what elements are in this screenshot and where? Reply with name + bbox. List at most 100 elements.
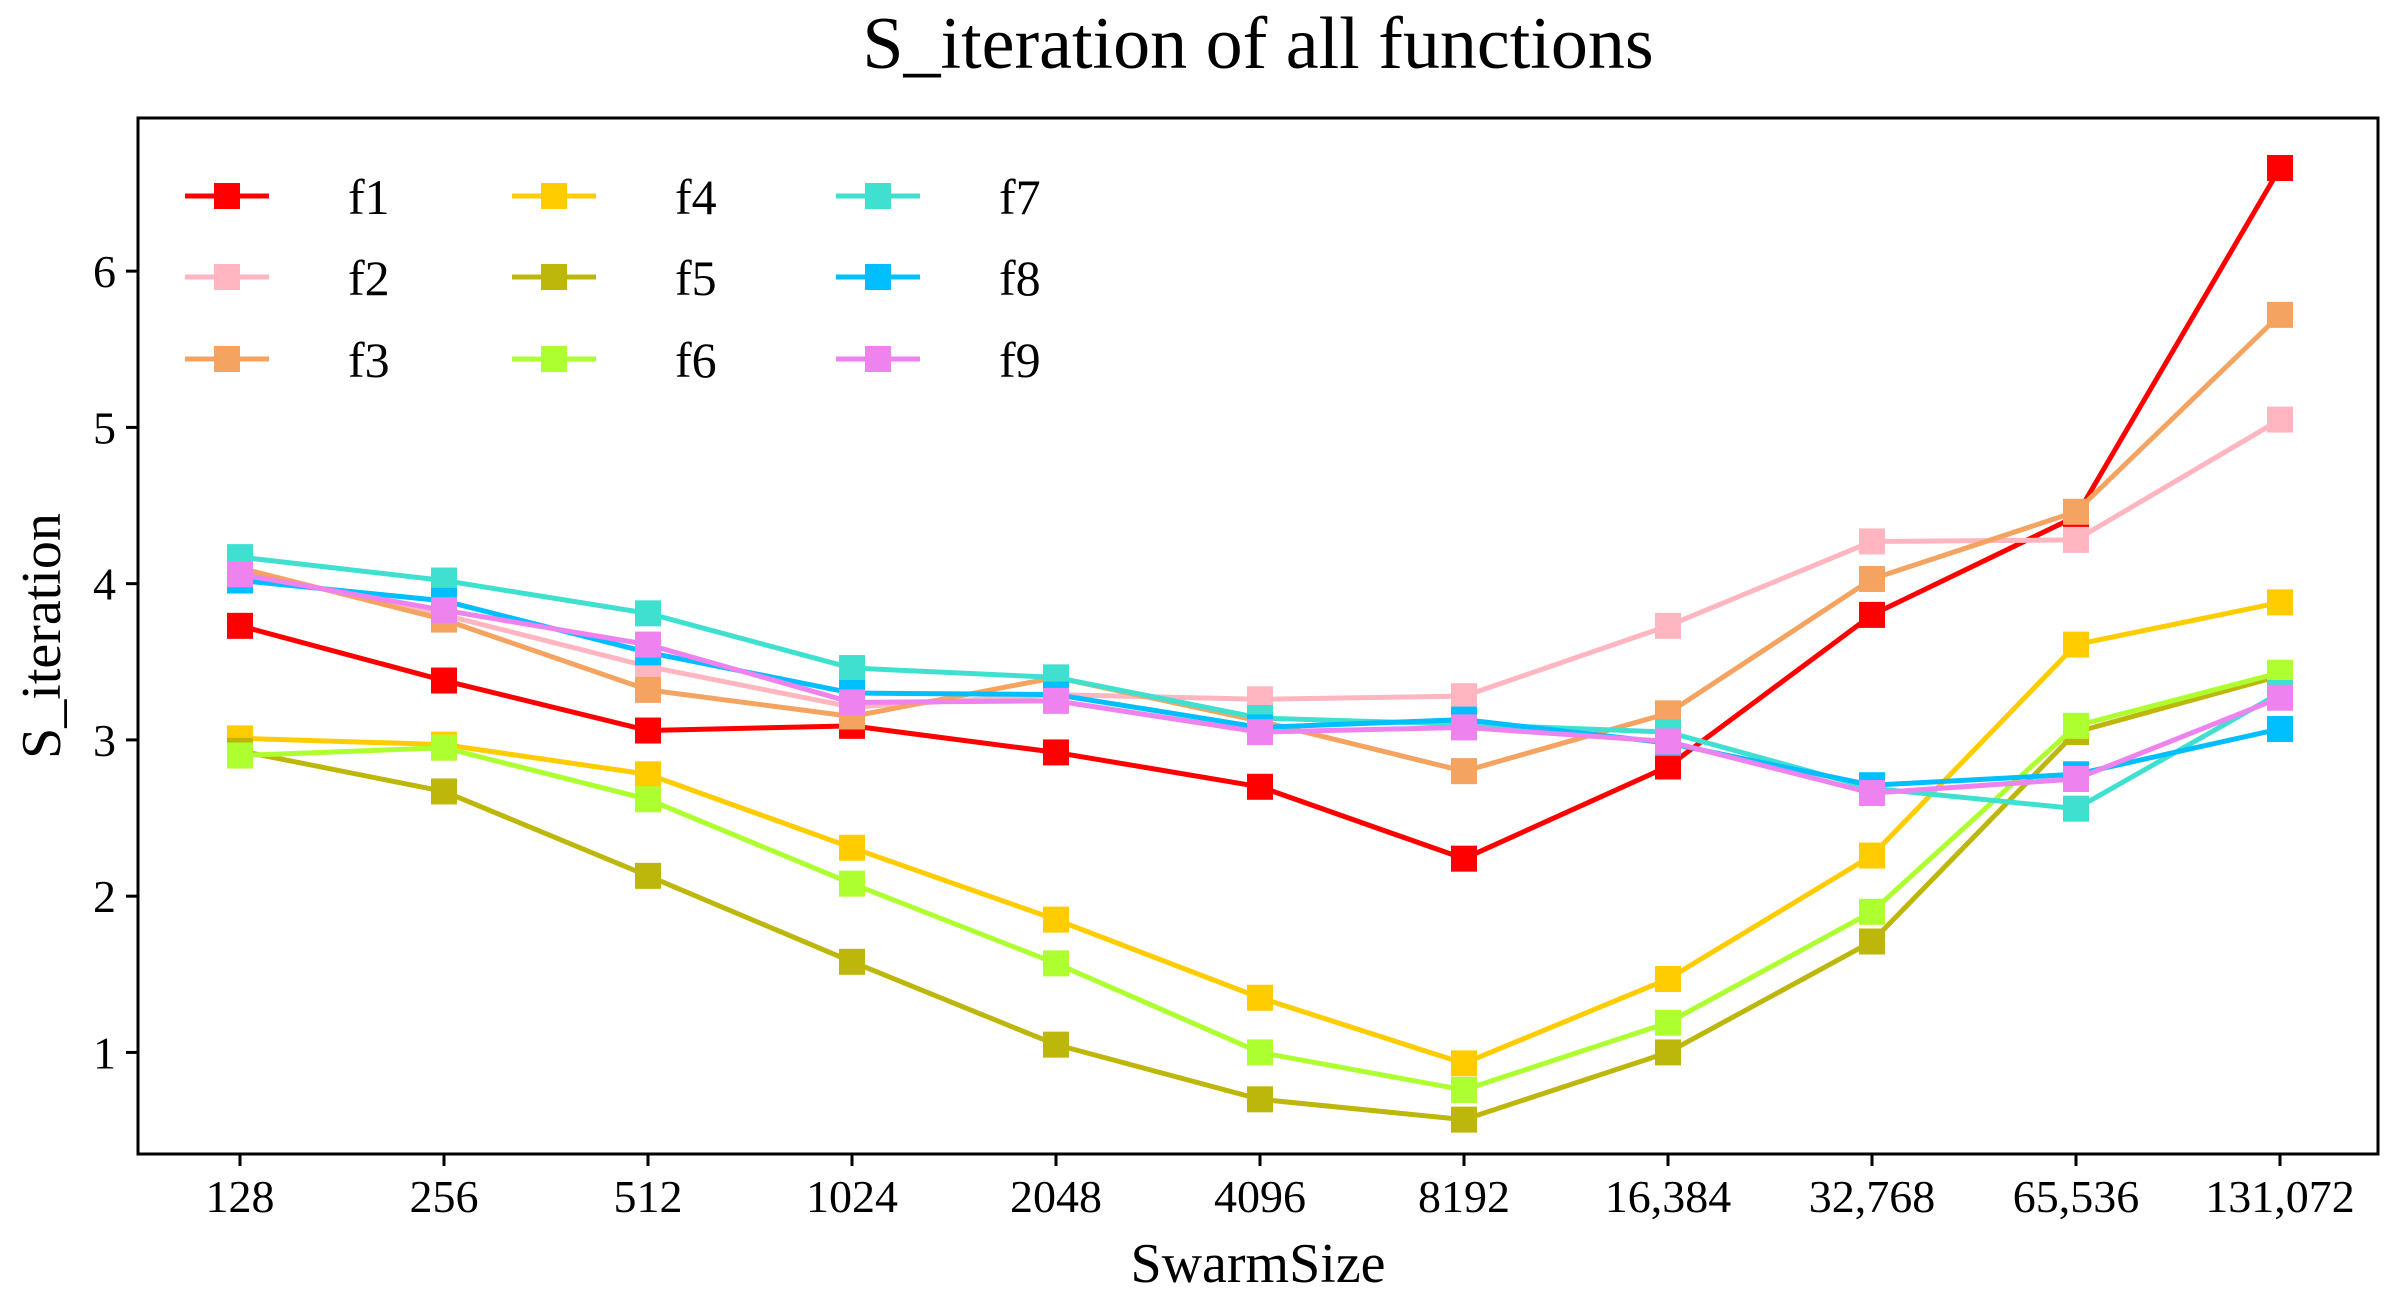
legend-swatch-marker (214, 183, 240, 209)
data-point-f3 (1859, 565, 1885, 592)
y-tick-label: 2 (93, 871, 116, 922)
data-point-f2 (1655, 612, 1681, 639)
data-point-f1 (1043, 739, 1069, 766)
data-point-f1 (1859, 601, 1885, 628)
y-tick-label: 4 (93, 559, 116, 610)
data-point-f9 (1043, 687, 1069, 714)
data-point-f6 (1451, 1076, 1477, 1103)
series-f6 (227, 659, 2293, 1103)
data-point-f4 (1859, 842, 1885, 869)
data-point-f1 (227, 612, 253, 639)
legend-item-f8: f8 (836, 250, 1041, 306)
data-point-f6 (1247, 1039, 1273, 1066)
x-tick-label: 131,072 (2205, 1171, 2355, 1222)
x-tick-label: 32,768 (1809, 1171, 1936, 1222)
data-point-f5 (431, 778, 457, 805)
data-point-f1 (2267, 155, 2293, 182)
data-point-f3 (2267, 301, 2293, 328)
legend: f1 f2 f3 f4 f5 f6 f7 f8 f9 (185, 169, 1041, 388)
data-point-f1 (1655, 753, 1681, 780)
data-point-f9 (635, 631, 661, 658)
x-tick-label: 256 (410, 1171, 479, 1222)
x-tick-label: 512 (614, 1171, 683, 1222)
data-point-f4 (2267, 589, 2293, 616)
data-point-f5 (635, 862, 661, 889)
chart-title: S_iteration of all functions (862, 3, 1653, 85)
data-point-f9 (1655, 728, 1681, 755)
data-point-f6 (227, 742, 253, 769)
y-tick-label: 5 (93, 402, 116, 453)
data-point-f1 (635, 717, 661, 744)
series-f9 (227, 561, 2293, 807)
data-point-f1 (1451, 845, 1477, 872)
data-point-f5 (1451, 1106, 1477, 1133)
x-tick-label: 65,536 (2013, 1171, 2140, 1222)
data-point-f7 (2063, 795, 2089, 822)
legend-label: f7 (999, 169, 1041, 225)
legend-item-f5: f5 (512, 250, 717, 306)
data-point-f6 (431, 734, 457, 761)
data-point-f8 (2267, 715, 2293, 742)
data-point-f7 (839, 655, 865, 682)
legend-item-f4: f4 (512, 169, 717, 225)
legend-swatch-marker (541, 264, 567, 290)
data-point-f6 (635, 786, 661, 813)
data-point-f9 (2063, 765, 2089, 792)
x-tick-label: 16,384 (1605, 1171, 1732, 1222)
x-tick-label: 4096 (1214, 1171, 1306, 1222)
legend-swatch-marker (214, 346, 240, 372)
data-point-f9 (1859, 780, 1885, 807)
data-point-f2 (2063, 526, 2089, 553)
x-tick-label: 8192 (1418, 1171, 1510, 1222)
data-point-f1 (1247, 773, 1273, 800)
data-point-f9 (1451, 714, 1477, 741)
legend-item-f2: f2 (185, 250, 390, 306)
data-point-f5 (1043, 1031, 1069, 1058)
data-point-f4 (635, 761, 661, 788)
legend-item-f7: f7 (836, 169, 1041, 225)
y-tick-label: 1 (93, 1027, 116, 1078)
data-point-f5 (1859, 928, 1885, 955)
legend-swatch-marker (865, 346, 891, 372)
legend-label: f2 (348, 250, 390, 306)
data-point-f6 (839, 870, 865, 897)
legend-label: f6 (675, 332, 717, 388)
data-point-f9 (2267, 684, 2293, 711)
series-f5 (227, 662, 2293, 1133)
legend-swatch-marker (541, 183, 567, 209)
data-point-f3 (2063, 498, 2089, 525)
data-point-f5 (839, 948, 865, 975)
data-point-f4 (1247, 984, 1273, 1011)
x-axis: 128 256 512 1024 2048 4096 8192 16,384 32,768 65,… (206, 1154, 2355, 1222)
legend-label: f5 (675, 250, 717, 306)
x-tick-label: 2048 (1010, 1171, 1102, 1222)
legend-swatch-marker (541, 346, 567, 372)
y-axis: 1 2 3 4 5 6 (93, 246, 138, 1078)
data-point-f1 (431, 667, 457, 694)
x-axis-label: SwarmSize (1130, 1233, 1385, 1295)
data-point-f5 (1247, 1086, 1273, 1113)
x-tick-label: 128 (206, 1171, 275, 1222)
legend-label: f1 (348, 169, 390, 225)
data-point-f3 (1451, 758, 1477, 785)
legend-item-f6: f6 (512, 332, 717, 388)
data-point-f4 (2063, 631, 2089, 658)
data-point-f6 (1043, 950, 1069, 977)
data-point-f4 (1451, 1050, 1477, 1077)
legend-label: f3 (348, 332, 390, 388)
legend-item-f9: f9 (836, 332, 1041, 388)
legend-label: f9 (999, 332, 1041, 388)
legend-swatch-marker (865, 183, 891, 209)
data-point-f5 (1655, 1039, 1681, 1066)
data-point-f4 (1043, 906, 1069, 933)
data-point-f6 (1859, 898, 1885, 925)
legend-swatch-marker (214, 264, 240, 290)
legend-swatch-marker (865, 264, 891, 290)
data-point-f4 (839, 834, 865, 861)
legend-item-f1: f1 (185, 169, 390, 225)
legend-label: f4 (675, 169, 717, 225)
plot-area-frame (136, 116, 2380, 1156)
data-point-f2 (1859, 528, 1885, 555)
series-layer (227, 155, 2293, 1133)
